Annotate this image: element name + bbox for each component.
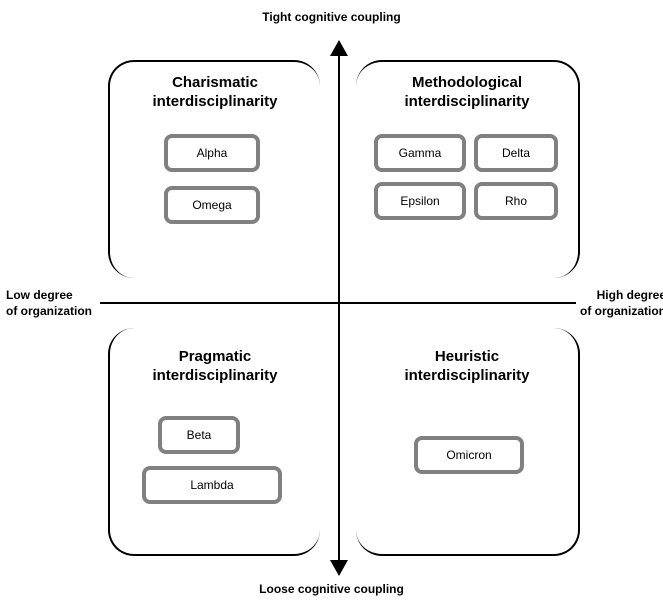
quadrant-diagram: Tight cognitive coupling Loose cognitive… [0,0,663,611]
axis-vertical [338,48,340,568]
item-label: Beta [187,428,212,442]
title-line: interdisciplinarity [356,367,578,386]
quadrant-title-top-right: Methodological interdisciplinarity [356,74,578,112]
axis-label-right-line1: High degree [597,288,663,302]
quadrant-title-bottom-right: Heuristic interdisciplinarity [356,348,578,386]
axis-label-right: High degree of organization [570,288,663,319]
item-label: Alpha [197,146,228,160]
item-box: Alpha [164,134,260,172]
quadrant-top-right: Methodological interdisciplinarity Gamma… [356,60,580,278]
item-box: Rho [474,182,558,220]
quadrant-title-bottom-left: Pragmatic interdisciplinarity [110,348,320,386]
title-line: Methodological [356,74,578,93]
quadrant-title-top-left: Charismatic interdisciplinarity [110,74,320,112]
item-label: Omega [192,198,231,212]
quadrant-bottom-right: Heuristic interdisciplinarity Omicron [356,328,580,556]
axis-label-bottom-text: Loose cognitive coupling [259,582,404,596]
item-box: Omicron [414,436,524,474]
title-line: interdisciplinarity [110,93,320,112]
item-label: Rho [505,194,527,208]
item-box: Lambda [142,466,282,504]
title-line: interdisciplinarity [110,367,320,386]
item-label: Delta [502,146,530,160]
item-box: Omega [164,186,260,224]
item-label: Gamma [399,146,442,160]
arrowhead-down-icon [330,560,348,576]
axis-label-left-line1: Low degree [6,288,73,302]
item-box: Epsilon [374,182,466,220]
item-box: Beta [158,416,240,454]
title-line: Heuristic [356,348,578,367]
title-line: Charismatic [110,74,320,93]
axis-label-right-line2: of organization [580,304,663,318]
item-box: Gamma [374,134,466,172]
axis-label-bottom: Loose cognitive coupling [0,582,663,598]
arrowhead-up-icon [330,40,348,56]
quadrant-bottom-left: Pragmatic interdisciplinarity Beta Lambd… [108,328,320,556]
axis-label-left: Low degree of organization [6,288,102,319]
title-line: interdisciplinarity [356,93,578,112]
item-box: Delta [474,134,558,172]
item-label: Omicron [446,448,491,462]
axis-label-top: Tight cognitive coupling [0,10,663,26]
title-line: Pragmatic [110,348,320,367]
item-label: Epsilon [400,194,439,208]
item-label: Lambda [190,478,233,492]
axis-label-top-text: Tight cognitive coupling [262,10,400,24]
quadrant-top-left: Charismatic interdisciplinarity Alpha Om… [108,60,320,278]
axis-label-left-line2: of organization [6,304,92,318]
